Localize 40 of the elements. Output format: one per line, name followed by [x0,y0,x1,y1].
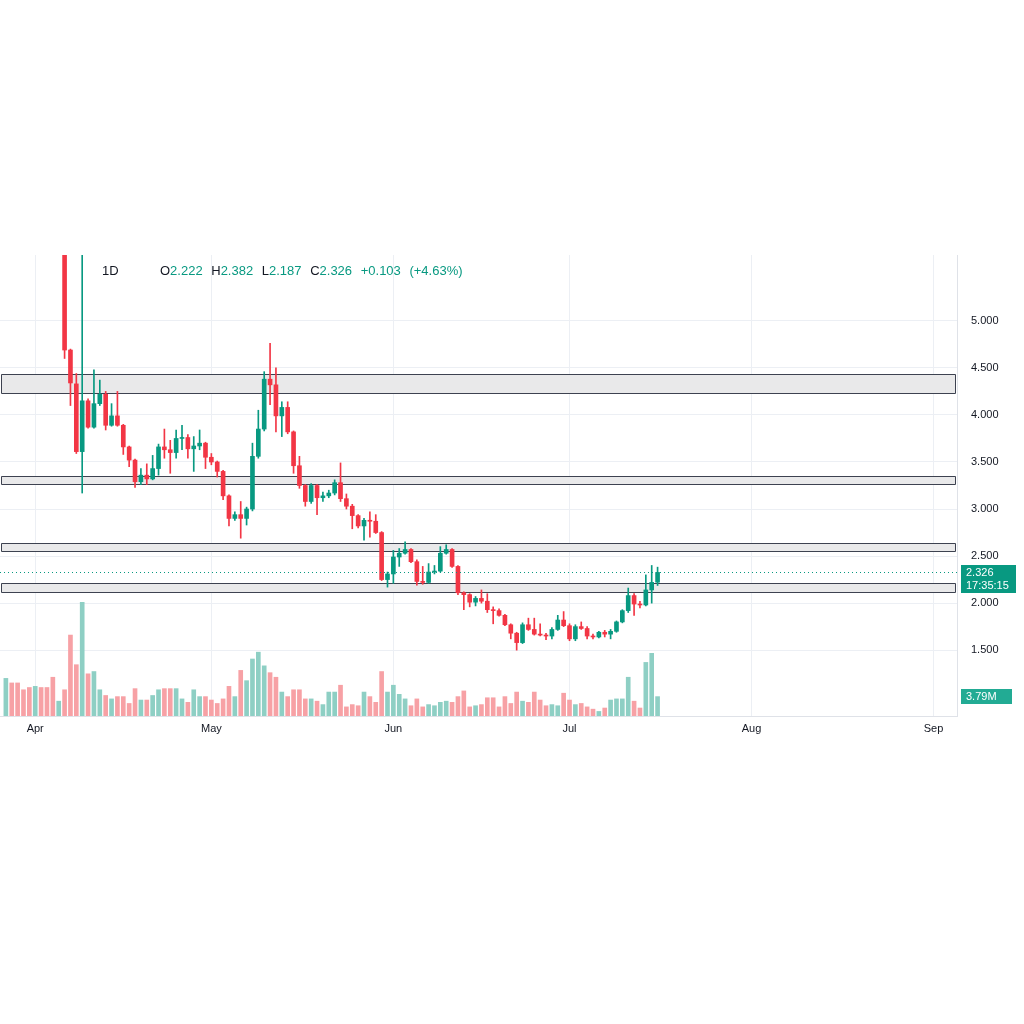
text: 17:35:15 [966,578,1009,591]
y-tick-label: 2.000 [971,596,999,609]
bar [543,705,549,716]
bar [238,670,244,716]
bar [308,698,314,716]
y-tick-label: 3.500 [971,455,999,468]
y-tick-label: 4.500 [971,360,999,373]
bar [103,695,109,716]
y-tick-label: 2.500 [971,549,999,562]
x-tick-label: Jun [384,721,403,734]
text: O2.222 H2.382 L2.187 C2.326 +0.103 (+4.63%) [160,262,463,278]
bar [602,707,608,716]
text: 1D [102,262,119,278]
candlestick [191,436,197,472]
candlestick [144,463,150,485]
x-tick-label: Sep [923,721,944,734]
y-tick-label: 1.500 [971,643,999,656]
ref-line-label: 2.326 [966,565,994,578]
candlestick [179,424,185,451]
bar [144,699,150,716]
y-tick-label: 5.000 [971,313,999,326]
bar [279,691,285,716]
x-tick-label: Jul [562,721,577,734]
bar [56,700,62,716]
bar [408,705,414,716]
bar [573,704,578,716]
bar [520,700,525,716]
bar [32,686,38,716]
y-tick-label: 3.000 [971,502,999,515]
candlestick [279,401,285,437]
bar [109,698,114,716]
candlestick [79,255,85,494]
axis-tag: 3.79M [961,689,1012,704]
x-tick-label: Apr [26,721,45,734]
bar [473,705,478,716]
y-tick-label: 4.000 [971,407,999,420]
x-tick-label: Aug [741,721,762,734]
candlestick [238,501,244,539]
x-tick-label: May [200,721,223,734]
bar [79,602,85,716]
